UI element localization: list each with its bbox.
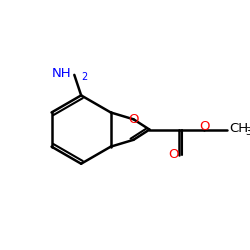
Text: 3: 3 [246, 127, 250, 137]
Text: O: O [128, 113, 139, 126]
Text: 2: 2 [82, 72, 88, 82]
Text: O: O [199, 120, 209, 133]
Text: O: O [168, 148, 179, 161]
Text: CH: CH [229, 122, 248, 135]
Text: NH: NH [51, 67, 71, 80]
